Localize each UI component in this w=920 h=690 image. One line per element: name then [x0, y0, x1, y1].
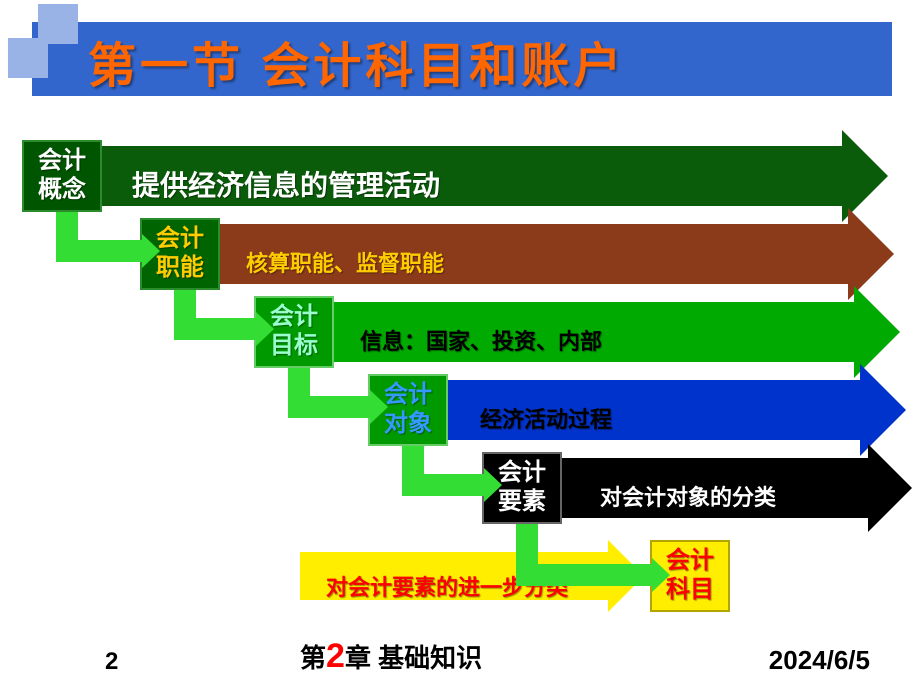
chapter-post: 章 基础知识: [345, 643, 482, 673]
arrow-text-3: 经济活动过程: [480, 402, 612, 434]
arrow-head-3: [860, 364, 906, 456]
connector-head-4: [652, 558, 670, 592]
connector-h-2: [288, 396, 370, 418]
slide-title: 第一节 会计科目和账户: [88, 26, 625, 96]
connector-h-1: [174, 318, 256, 340]
arrow-text-0: 提供经济信息的管理活动: [132, 164, 440, 204]
page-number: 2: [105, 648, 118, 676]
connector-v-3: [402, 446, 424, 474]
connector-head-2: [370, 390, 388, 424]
arrow-text-1: 核算职能、监督职能: [246, 246, 444, 278]
connector-head-1: [256, 312, 274, 346]
connector-h-4: [516, 564, 652, 586]
connector-head-0: [142, 234, 160, 268]
arrow-text-4: 对会计对象的分类: [600, 480, 776, 512]
arrow-head-4: [868, 444, 912, 532]
connector-v-2: [288, 368, 310, 396]
connector-head-3: [484, 468, 502, 502]
chapter-pre: 第: [300, 643, 326, 673]
chapter-number: 2: [326, 637, 345, 675]
footer-date: 2024/6/5: [769, 645, 870, 676]
chapter-label: 第2章 基础知识: [300, 637, 482, 676]
connector-h-3: [402, 474, 484, 496]
connector-h-0: [56, 240, 142, 262]
connector-v-0: [56, 212, 78, 240]
connector-v-1: [174, 290, 196, 318]
concept-box-0: 会计 概念: [22, 140, 102, 212]
connector-v-4: [516, 524, 538, 564]
arrow-text-2: 信息：国家、投资、内部: [360, 324, 602, 356]
